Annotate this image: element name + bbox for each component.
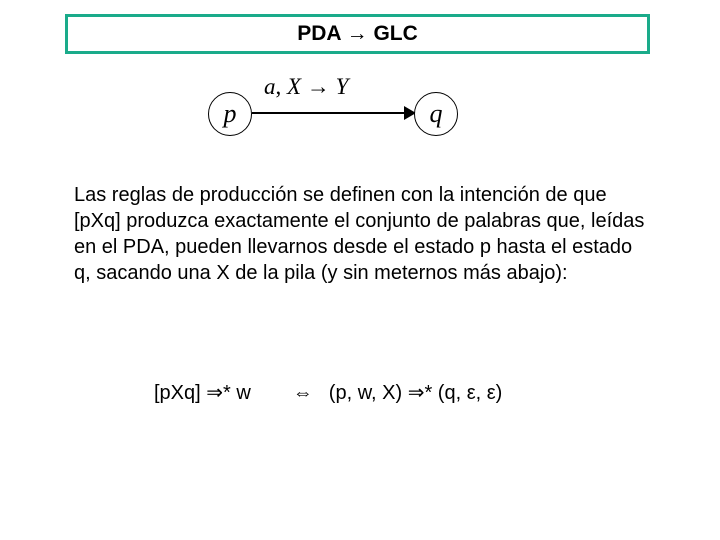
transition-label: a, X → Y [264, 74, 348, 100]
state-q-label: q [430, 99, 443, 129]
formula-left: [pXq] ⇒* w [154, 380, 251, 405]
label-a: a [264, 74, 276, 99]
title-box: PDA → GLC [65, 14, 650, 54]
formula-row: [pXq] ⇒* w ⇔ (p, w, X) ⇒* (q, ε, ε) [74, 380, 654, 405]
transition-arrow-line [252, 112, 412, 114]
label-Y: Y [336, 74, 349, 99]
state-p: p [208, 92, 252, 136]
title-right: GLC [373, 22, 417, 45]
formula-right: (p, w, X) ⇒* (q, ε, ε) [329, 380, 503, 405]
state-q: q [414, 92, 458, 136]
title-arrow: → [347, 22, 368, 45]
state-p-label: p [224, 99, 237, 129]
label-arrow: → [301, 74, 336, 99]
title-text: PDA → GLC [297, 22, 418, 46]
formula-iff: ⇔ [293, 382, 313, 405]
transition-diagram: p a, X → Y q [208, 78, 463, 138]
explanation-paragraph: Las reglas de producción se definen con … [74, 182, 654, 286]
label-X: X [287, 74, 301, 99]
title-left: PDA [297, 22, 341, 45]
label-comma: , [276, 74, 288, 99]
